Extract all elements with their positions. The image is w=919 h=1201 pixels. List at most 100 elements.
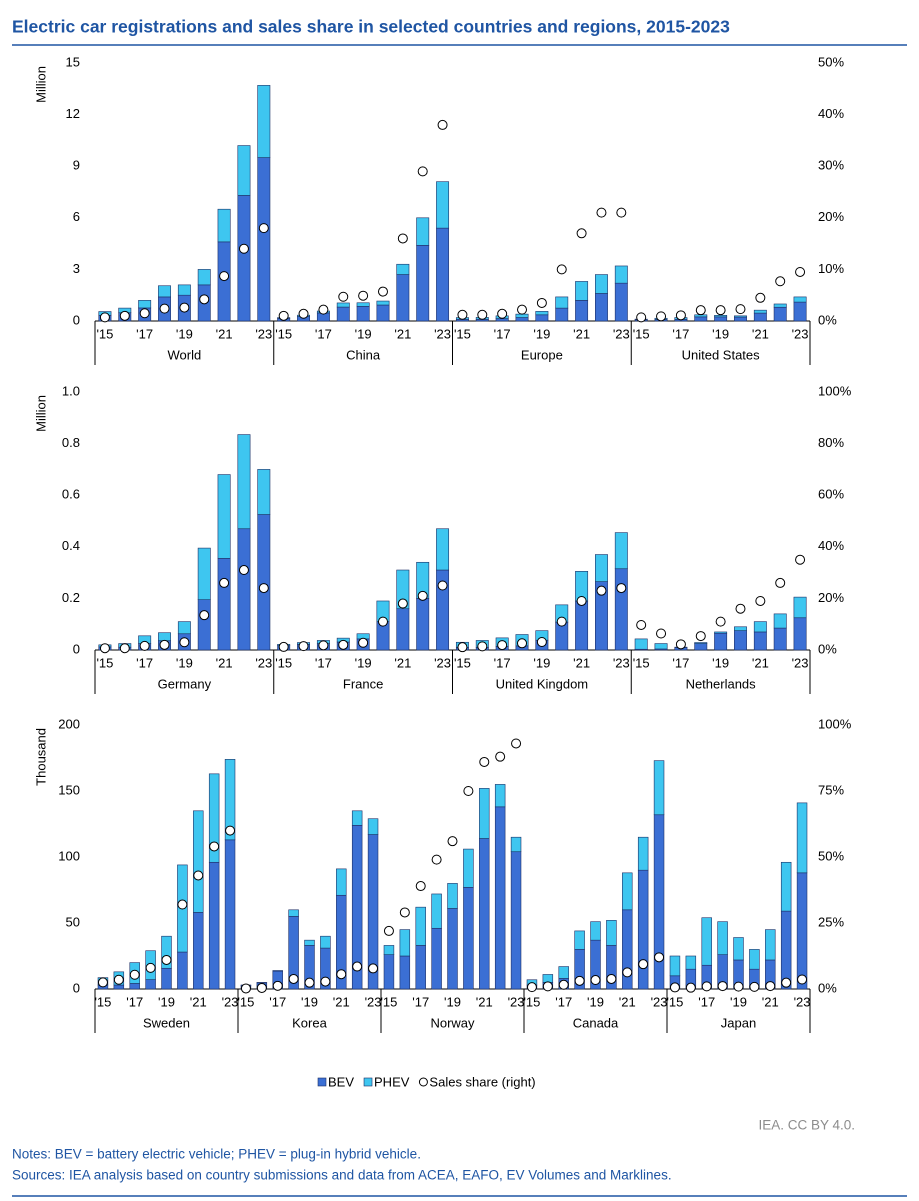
share-marker <box>795 266 806 277</box>
bar-phev <box>138 300 152 309</box>
x-tick-label: '23 <box>613 326 630 341</box>
x-tick-label: '21 <box>619 994 636 1009</box>
share-marker <box>511 738 522 749</box>
bar-phev <box>383 945 395 955</box>
share-marker <box>574 975 585 986</box>
bar-phev <box>637 836 649 871</box>
share-marker <box>397 233 408 244</box>
share-marker <box>383 925 394 936</box>
share-marker <box>497 308 508 319</box>
share-marker <box>517 304 528 315</box>
x-tick-label: '17 <box>412 994 429 1009</box>
credit: IEA. CC BY 4.0. <box>758 1118 855 1133</box>
bar-phev <box>614 265 628 284</box>
bar-bev <box>595 293 608 322</box>
share-marker <box>781 977 792 988</box>
y2-tick-label: 100% <box>818 716 852 731</box>
bar-phev <box>510 836 522 853</box>
share-marker <box>685 982 696 993</box>
bar-phev <box>288 909 299 917</box>
notes: Notes: BEV = battery electric vehicle; P… <box>12 1147 421 1162</box>
share-marker <box>338 291 349 302</box>
share-marker <box>119 310 130 321</box>
x-tick-label: '21 <box>216 655 233 670</box>
x-tick-label: '19 <box>176 655 193 670</box>
legend-swatch <box>317 1077 327 1087</box>
share-marker <box>177 899 188 910</box>
bar-bev <box>694 316 708 322</box>
bar-phev <box>257 85 271 158</box>
bar-phev <box>416 217 430 246</box>
bar-bev <box>197 599 211 651</box>
bar-bev <box>257 157 271 322</box>
share-marker <box>377 616 388 627</box>
x-tick-label: '19 <box>176 326 193 341</box>
group-label: Sweden <box>143 1015 190 1030</box>
bar-bev <box>793 617 807 651</box>
bar-phev <box>447 883 458 909</box>
share-marker <box>636 619 647 630</box>
share-marker <box>318 304 329 315</box>
share-marker <box>656 311 667 322</box>
bar-phev <box>734 626 747 631</box>
x-tick-label: '17 <box>315 326 332 341</box>
share-marker <box>517 638 528 649</box>
share-marker <box>417 590 428 601</box>
x-tick-label: '17 <box>126 994 143 1009</box>
share-marker <box>755 595 766 606</box>
share-marker <box>377 286 388 297</box>
y-tick-label: 0 <box>73 980 80 995</box>
share-marker <box>495 751 506 762</box>
bar-bev <box>396 274 410 322</box>
y2-tick-label: 30% <box>818 158 844 173</box>
x-tick-label: '19 <box>158 994 175 1009</box>
share-marker <box>576 228 587 239</box>
x-tick-label: '19 <box>587 994 604 1009</box>
bar-bev <box>614 568 628 651</box>
share-marker <box>397 598 408 609</box>
bar-bev <box>614 282 628 322</box>
share-marker <box>701 981 712 992</box>
bar-phev <box>793 296 807 303</box>
bar-bev <box>237 195 251 322</box>
share-marker <box>179 637 190 648</box>
bar-bev <box>416 245 430 322</box>
x-tick-label: '15 <box>523 994 540 1009</box>
bar-bev <box>510 851 522 990</box>
share-marker <box>258 583 269 594</box>
bar-phev <box>765 929 776 961</box>
group-label: United States <box>682 347 761 362</box>
bar-bev <box>376 304 390 322</box>
y2-tick-label: 10% <box>818 261 844 276</box>
group-label: France <box>343 676 383 691</box>
bar-bev <box>336 306 350 322</box>
share-marker <box>797 974 808 985</box>
bar-phev <box>436 181 450 229</box>
bar-phev <box>694 642 708 644</box>
bar-phev <box>701 917 712 966</box>
bar-phev <box>257 469 271 515</box>
share-marker <box>477 641 488 652</box>
share-marker <box>457 309 468 320</box>
bar-bev <box>383 954 395 990</box>
bar-phev <box>793 596 807 619</box>
x-tick-label: '19 <box>301 994 318 1009</box>
share-marker <box>477 309 488 320</box>
bar-phev <box>753 309 767 314</box>
x-tick-label: '17 <box>672 655 689 670</box>
bar-phev <box>336 302 350 308</box>
bar-phev <box>606 920 617 946</box>
share-marker <box>278 310 289 321</box>
share-marker <box>161 954 172 965</box>
legend-swatch <box>363 1077 373 1087</box>
bar-bev <box>257 514 271 651</box>
bar-bev <box>653 814 665 990</box>
share-marker <box>616 207 627 218</box>
share-marker <box>368 963 379 974</box>
bar-bev <box>463 887 474 990</box>
bar-phev <box>272 970 283 972</box>
y-tick-label: 50 <box>66 914 80 929</box>
share-marker <box>733 981 744 992</box>
group-label: United Kingdom <box>496 676 589 691</box>
bar-bev <box>479 838 490 990</box>
